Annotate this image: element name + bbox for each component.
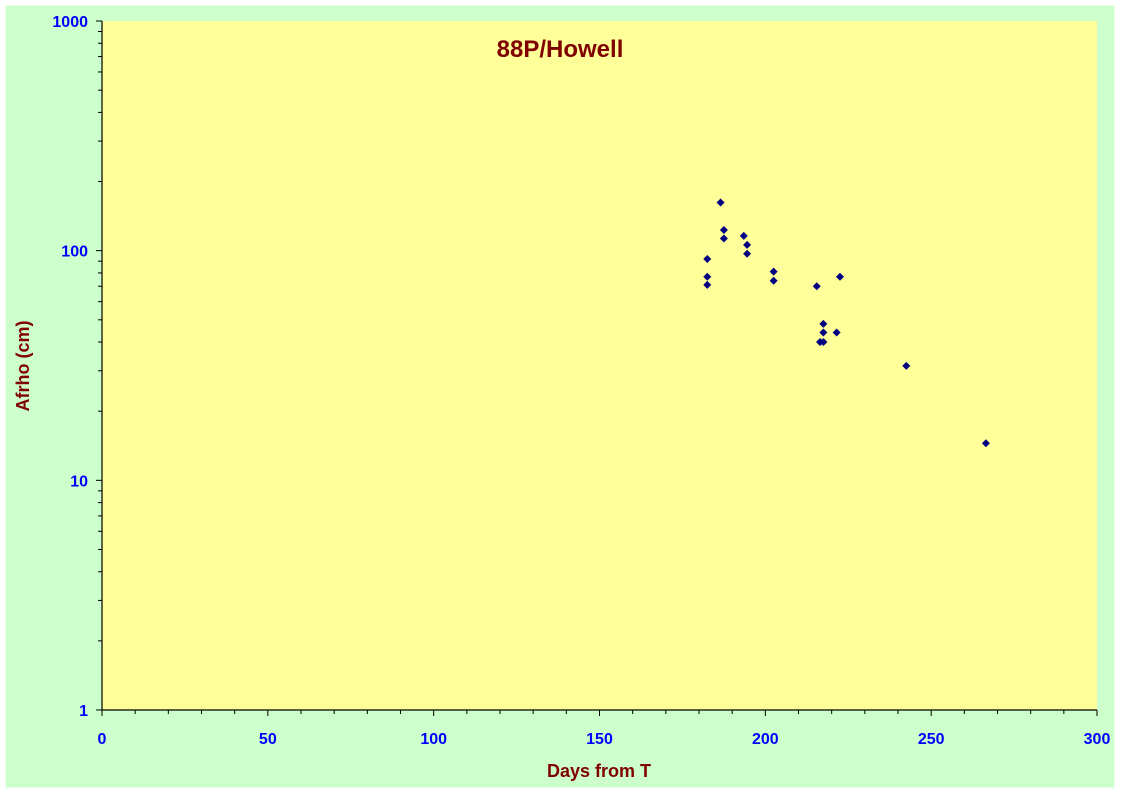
data-point bbox=[743, 240, 752, 249]
data-point bbox=[835, 272, 844, 281]
x-tick-label: 0 bbox=[98, 731, 107, 748]
y-tick-label: 1 bbox=[79, 703, 88, 720]
data-point bbox=[743, 249, 752, 258]
data-point bbox=[703, 254, 712, 263]
data-points bbox=[703, 198, 990, 448]
data-point bbox=[769, 276, 778, 285]
data-point bbox=[769, 267, 778, 276]
data-point bbox=[703, 272, 712, 281]
data-point bbox=[819, 338, 828, 347]
data-point bbox=[819, 328, 828, 337]
x-tick-label: 50 bbox=[259, 731, 277, 748]
x-tick-label: 300 bbox=[1084, 731, 1111, 748]
x-tick-label: 250 bbox=[918, 731, 945, 748]
tick-labels: 0 50 100 150 200 250 300 1 10 100 1000 bbox=[52, 14, 1110, 748]
x-tick-label: 100 bbox=[420, 731, 447, 748]
data-point bbox=[981, 439, 990, 448]
y-tick-label: 100 bbox=[61, 244, 88, 261]
y-tick-label: 1000 bbox=[52, 14, 88, 31]
data-point bbox=[719, 226, 728, 235]
data-point bbox=[819, 319, 828, 328]
data-point bbox=[902, 361, 911, 370]
data-point bbox=[832, 328, 841, 337]
x-tick-label: 200 bbox=[752, 731, 779, 748]
x-axis-label: Days from T bbox=[547, 761, 651, 781]
data-point bbox=[716, 198, 725, 207]
data-point bbox=[719, 234, 728, 243]
y-axis-label: Afrho (cm) bbox=[13, 321, 33, 412]
x-tick-label: 150 bbox=[586, 731, 613, 748]
data-point bbox=[739, 231, 748, 240]
axes bbox=[96, 20, 1098, 716]
data-point bbox=[703, 280, 712, 289]
data-point bbox=[812, 282, 821, 291]
y-tick-label: 10 bbox=[70, 473, 88, 490]
chart-title: 88P/Howell bbox=[497, 36, 624, 63]
plot-area bbox=[102, 21, 1097, 710]
